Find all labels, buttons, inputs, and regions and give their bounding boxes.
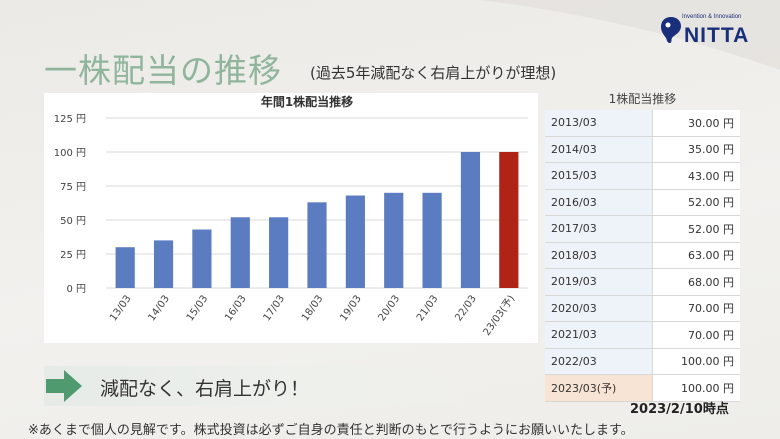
table-cell-value: 43.00 円 [652, 162, 740, 190]
dividend-bar-chart: 年間1株配当推移 0 円 25 円 50 円 75 円 100 円 125 円 13/03 14… [54, 94, 528, 338]
table-title: 1株配当推移 [608, 92, 677, 106]
table-cell-year: 2018/03 [545, 242, 653, 269]
x-tick-label: 22/03 [453, 293, 479, 323]
dividend-table-panel: 1株配当推移 2013/03 30.00 円 2014/03 35.00 円 2015/… [545, 88, 740, 402]
table-row: 2015/03 43.00 円 [545, 162, 740, 190]
table-cell-value: 68.00 円 [652, 268, 740, 296]
callout-strip [44, 366, 484, 406]
x-tick-label: 23/03(予) [481, 293, 518, 338]
table-cell-value: 63.00 円 [652, 242, 740, 269]
table-cell-year: 2022/03 [545, 348, 653, 375]
x-tick-label: 21/03 [415, 293, 441, 323]
table-cell-year: 2017/03 [545, 215, 653, 243]
right-arrow-icon [46, 370, 82, 402]
bar [384, 192, 404, 288]
table-row: 2013/03 30.00 円 [545, 110, 740, 137]
table-row: 2019/03 68.00 円 [545, 268, 740, 296]
bar [422, 192, 442, 288]
bar [153, 240, 174, 288]
x-tick-label: 19/03 [338, 293, 364, 323]
table-cell-year: 2021/03 [545, 321, 653, 349]
table-row: 2021/03 70.00 円 [545, 321, 740, 349]
bar [307, 202, 327, 288]
dividend-table: 2013/03 30.00 円 2014/03 35.00 円 2015/03 43.00… [545, 110, 740, 402]
table-cell-value: 70.00 円 [652, 295, 740, 322]
x-tick-label: 17/03 [262, 293, 288, 323]
bar [269, 217, 289, 288]
table-cell-year: 2016/03 [545, 189, 653, 216]
page-subtitle: (過去5年減配なく右肩上がりが理想) [310, 64, 557, 82]
logo-tagline: Invention & Innovation [682, 14, 742, 20]
table-cell-value: 35.00 円 [652, 136, 740, 163]
as-of-date: 2023/2/10時点 [630, 402, 729, 417]
x-tick-label: 14/03 [146, 293, 172, 323]
company-logo: Invention & Innovation NITTA [660, 14, 760, 54]
x-tick-label: 16/03 [223, 293, 249, 323]
y-tick-label: 125 円 [54, 114, 86, 125]
bar [230, 217, 250, 288]
disclaimer-footnote: ※あくまで個人の見解です。株式投資は必ずご自身の責任と判断のもとで行うようにお願… [28, 423, 634, 438]
table-cell-value: 52.00 円 [652, 189, 740, 216]
y-tick-label: 0 円 [66, 284, 86, 295]
callout-text: 減配なく、右肩上がり！ [100, 378, 310, 400]
table-row: 2014/03 35.00 円 [545, 136, 740, 163]
table-row: 2016/03 52.00 円 [545, 189, 740, 216]
table-row: 2022/03 100.00 円 [545, 348, 740, 375]
y-tick-label: 100 円 [54, 148, 86, 159]
chart-title: 年間1株配当推移 [261, 94, 353, 109]
x-tick-label: 20/03 [377, 293, 403, 323]
table-cell-value: 30.00 円 [652, 110, 740, 137]
table-cell-year: 2019/03 [545, 268, 653, 296]
table-row: 2017/03 52.00 円 [545, 215, 740, 243]
y-tick-label: 25 円 [60, 250, 86, 261]
bar [115, 247, 135, 288]
table-cell-value: 70.00 円 [652, 321, 740, 349]
y-tick-label: 50 円 [60, 216, 86, 227]
logo-name: NITTA [684, 24, 750, 47]
table-cell-year: 2015/03 [545, 162, 653, 190]
table-cell-year: 2013/03 [545, 110, 653, 137]
table-cell-value: 100.00 円 [652, 374, 740, 402]
y-tick-label: 75 円 [60, 182, 86, 193]
bar [192, 229, 212, 288]
table-cell-value: 100.00 円 [652, 348, 740, 375]
page-title: 一株配当の推移 [44, 51, 282, 90]
x-tick-label: 15/03 [185, 293, 211, 323]
table-row: 2023/03(予) 100.00 円 [545, 374, 740, 402]
table-row: 2018/03 63.00 円 [545, 242, 740, 269]
bar-forecast [499, 152, 519, 288]
table-cell-year: 2020/03 [545, 295, 653, 322]
bar [345, 195, 365, 288]
bar [460, 152, 481, 288]
x-tick-label: 13/03 [108, 293, 134, 323]
bar-chart-panel: 年間1株配当推移 0 円 25 円 50 円 75 円 100 円 125 円 13/03 14… [44, 93, 538, 343]
nitta-logo-mark-icon [661, 17, 681, 43]
table-cell-value: 52.00 円 [652, 215, 740, 243]
x-tick-label: 18/03 [300, 293, 326, 323]
table-cell-year: 2023/03(予) [545, 374, 653, 402]
table-cell-year: 2014/03 [545, 136, 653, 163]
table-row: 2020/03 70.00 円 [545, 295, 740, 322]
